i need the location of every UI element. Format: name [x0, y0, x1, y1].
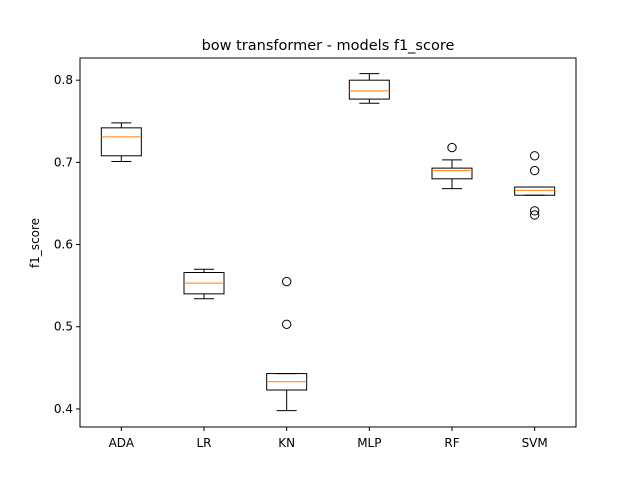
chart-title: bow transformer - models f1_score [202, 38, 455, 54]
outlier-svm-0 [529, 151, 540, 161]
box-group-ada [100, 122, 142, 163]
outlier-svm-2 [529, 206, 540, 216]
y-tick-label-2: 0.6 [54, 238, 73, 252]
y-tick-label-4: 0.8 [54, 73, 73, 87]
outlier-rf-0 [447, 142, 457, 153]
box-svm [514, 186, 556, 196]
box-group-rf [431, 142, 473, 190]
x-tick-label-mlp: MLP [357, 436, 381, 450]
box-group-svm [514, 151, 556, 220]
x-tick-label-rf: RF [444, 436, 459, 450]
box-rf [431, 167, 473, 180]
y-axis-label: f1_score [28, 218, 42, 268]
axes-frame [79, 57, 577, 428]
box-ada [100, 127, 142, 157]
outlier-svm-1 [529, 165, 540, 176]
y-tick-label-0: 0.4 [54, 402, 73, 416]
x-tick-label-svm: SVM [522, 436, 548, 450]
outlier-kn-0 [281, 319, 292, 329]
y-tick-label-1: 0.5 [54, 320, 73, 334]
x-tick-label-kn: KN [278, 436, 295, 450]
box-mlp [348, 79, 390, 100]
x-tick-label-lr: LR [196, 436, 211, 450]
box-group-kn [266, 276, 308, 412]
outlier-svm-3 [529, 210, 540, 220]
box-group-mlp [348, 73, 390, 104]
outlier-kn-1 [281, 276, 292, 287]
plot-area: 0.4 0.5 0.6 0.7 0.8 ADA LR KN MLP RF SVM [54, 57, 577, 450]
box-group-lr [183, 268, 225, 300]
y-tick-label-3: 0.7 [54, 155, 73, 169]
x-tick-label-ada: ADA [109, 436, 135, 450]
